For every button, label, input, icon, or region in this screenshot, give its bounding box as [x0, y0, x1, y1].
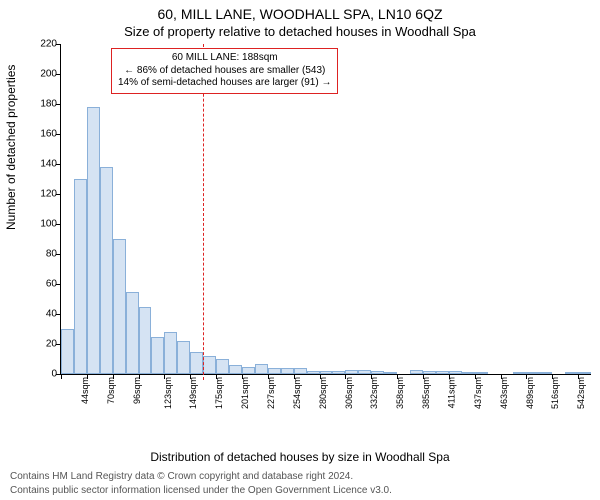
histogram-bar — [216, 359, 229, 374]
x-tick-label: 489sqm — [525, 377, 535, 409]
histogram-bar — [462, 372, 475, 374]
x-tick-label: 358sqm — [395, 377, 405, 409]
histogram-bar — [436, 371, 449, 374]
histogram-bar — [61, 329, 74, 374]
x-tick-label: 201sqm — [240, 377, 250, 409]
histogram-bar — [281, 368, 294, 374]
page-title: 60, MILL LANE, WOODHALL SPA, LN10 6QZ — [0, 6, 600, 22]
histogram-bar — [164, 332, 177, 374]
x-tick-label: 437sqm — [473, 377, 483, 409]
histogram-bar — [539, 372, 552, 374]
histogram-bar — [100, 167, 113, 374]
histogram-bar — [449, 371, 462, 374]
annotation-line: 14% of semi-detached houses are larger (… — [118, 77, 331, 90]
y-tick-label: 160 — [27, 129, 57, 140]
x-tick-label: 280sqm — [318, 377, 328, 409]
histogram-bar — [526, 372, 539, 374]
footer-copyright-2: Contains public sector information licen… — [10, 485, 392, 496]
histogram-bar — [87, 107, 100, 374]
y-tick-label: 200 — [27, 69, 57, 80]
histogram-bar — [320, 371, 333, 374]
histogram-bar — [255, 364, 268, 375]
x-tick-label: 516sqm — [550, 377, 560, 409]
histogram-bar — [410, 370, 423, 375]
histogram-bar — [475, 372, 488, 374]
footer-copyright-1: Contains HM Land Registry data © Crown c… — [10, 471, 353, 482]
histogram-bar — [177, 341, 190, 374]
y-tick-label: 20 — [27, 339, 57, 350]
x-tick-label: 385sqm — [421, 377, 431, 409]
histogram-bar — [345, 370, 358, 375]
y-tick-label: 40 — [27, 309, 57, 320]
histogram-bar — [113, 239, 126, 374]
y-axis-label: Number of detached properties — [4, 65, 18, 230]
histogram-bar — [578, 372, 591, 374]
x-tick-label: 306sqm — [344, 377, 354, 409]
y-tick-label: 100 — [27, 219, 57, 230]
x-tick-label: 44sqm — [80, 377, 90, 404]
histogram-bar — [513, 372, 526, 374]
histogram-bar — [358, 370, 371, 375]
histogram-bar — [294, 368, 307, 374]
histogram-bar — [423, 371, 436, 374]
x-tick-label: 123sqm — [163, 377, 173, 409]
x-tick-label: 175sqm — [214, 377, 224, 409]
histogram-bar — [332, 371, 345, 374]
histogram-bar — [151, 337, 164, 375]
histogram-bar — [242, 367, 255, 375]
histogram-bar — [384, 372, 397, 374]
histogram-bar — [126, 292, 139, 375]
x-tick-label: 149sqm — [188, 377, 198, 409]
y-tick-label: 60 — [27, 279, 57, 290]
y-tick-label: 80 — [27, 249, 57, 260]
y-tick-label: 220 — [27, 39, 57, 50]
x-tick-label: 411sqm — [446, 377, 456, 408]
x-axis-label: Distribution of detached houses by size … — [0, 450, 600, 464]
histogram-bar — [371, 371, 384, 374]
histogram-chart: 02040608010012014016018020022044sqm70sqm… — [60, 44, 590, 400]
histogram-bar — [268, 368, 281, 374]
histogram-bar — [203, 356, 216, 374]
x-tick-label: 70sqm — [106, 377, 116, 404]
y-tick-label: 120 — [27, 189, 57, 200]
x-tick-label: 254sqm — [292, 377, 302, 409]
y-tick-label: 0 — [27, 369, 57, 380]
x-tick-label: 96sqm — [132, 377, 142, 404]
annotation-line: 60 MILL LANE: 188sqm — [118, 52, 331, 65]
histogram-bar — [307, 371, 320, 374]
x-tick-label: 227sqm — [266, 377, 276, 409]
histogram-bar — [74, 179, 87, 374]
histogram-bar — [190, 352, 203, 375]
x-tick-label: 542sqm — [576, 377, 586, 409]
marker-annotation: 60 MILL LANE: 188sqm← 86% of detached ho… — [111, 48, 338, 94]
histogram-bar — [229, 365, 242, 374]
x-tick-label: 332sqm — [369, 377, 379, 409]
page-subtitle: Size of property relative to detached ho… — [0, 24, 600, 39]
annotation-line: ← 86% of detached houses are smaller (54… — [118, 65, 331, 78]
histogram-bar — [139, 307, 152, 375]
y-tick-label: 180 — [27, 99, 57, 110]
y-tick-label: 140 — [27, 159, 57, 170]
marker-line — [203, 44, 204, 380]
histogram-bar — [565, 372, 578, 374]
x-tick-label: 463sqm — [499, 377, 509, 409]
